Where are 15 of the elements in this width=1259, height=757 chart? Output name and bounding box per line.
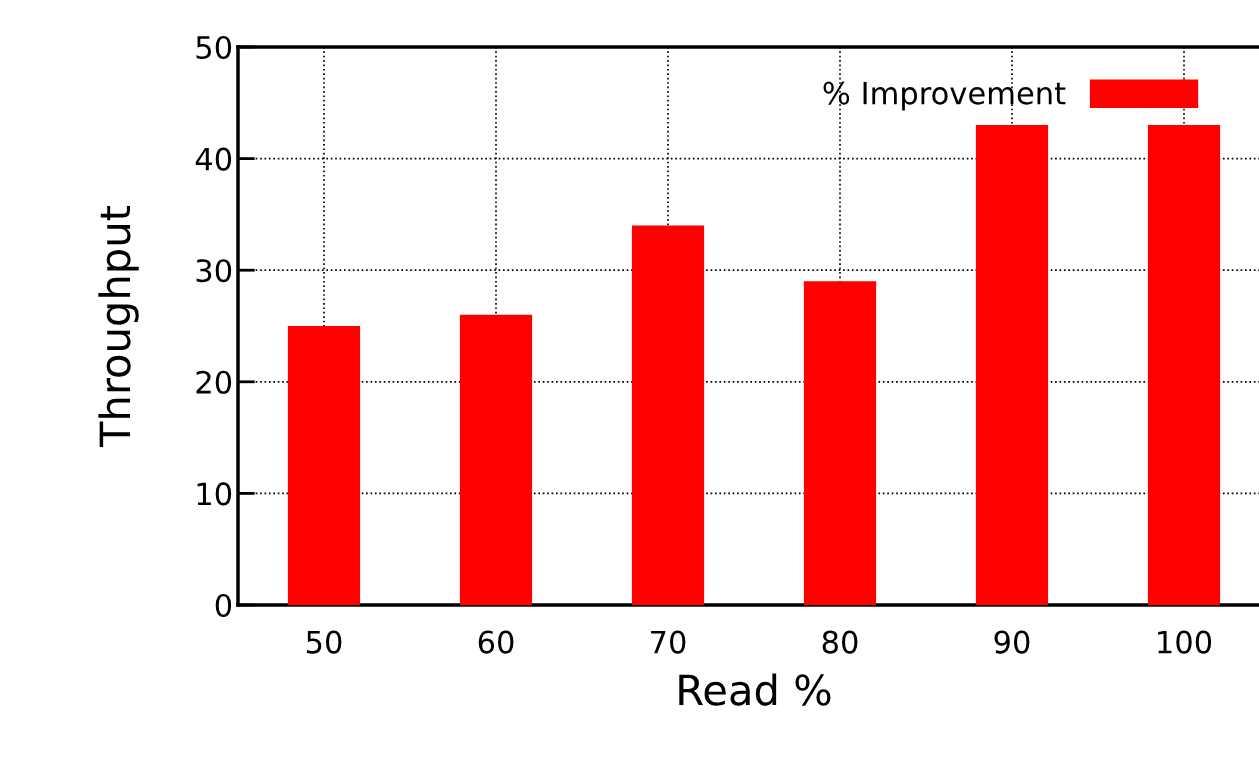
y-tick-label: 20 bbox=[196, 370, 232, 394]
x-axis-title: Read % bbox=[679, 673, 831, 706]
x-tick-label: 50 bbox=[306, 630, 342, 654]
y-tick-label: 10 bbox=[197, 482, 232, 506]
x-tick-label: 60 bbox=[478, 630, 514, 654]
x-tick-label: 90 bbox=[994, 630, 1030, 654]
x-tick-label: 70 bbox=[651, 630, 686, 654]
y-axis-title: Throughput bbox=[98, 206, 139, 448]
x-tick-label: 100 bbox=[1158, 630, 1212, 654]
legend-label: % Improvement bbox=[823, 81, 1066, 111]
y-tick-label: 50 bbox=[196, 35, 232, 60]
y-tick-label: 0 bbox=[215, 593, 232, 618]
y-tick-label: 30 bbox=[196, 259, 232, 283]
y-tick-label: 40 bbox=[195, 147, 232, 171]
x-tick-label: 80 bbox=[822, 630, 858, 654]
